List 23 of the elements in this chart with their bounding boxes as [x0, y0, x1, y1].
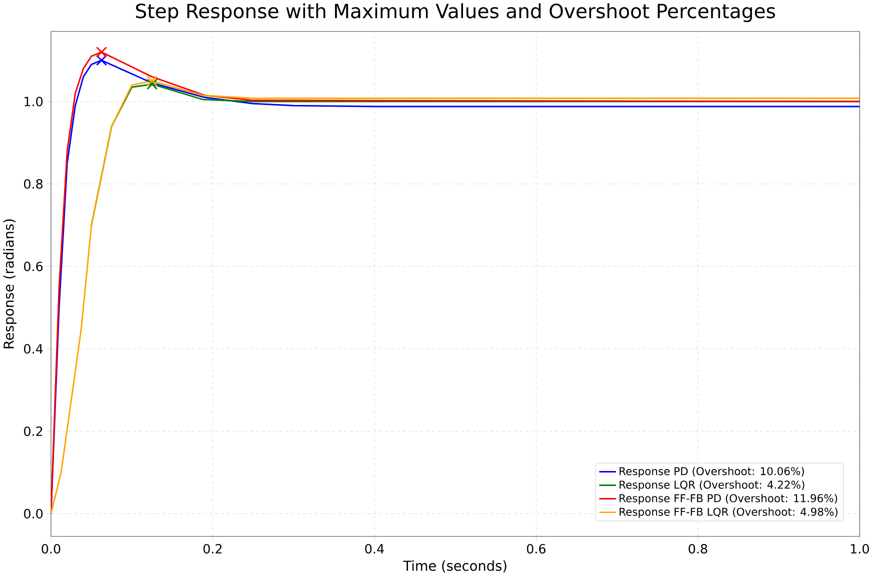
x-tick-label: 0.2 [203, 544, 222, 554]
point [96, 54, 108, 66]
point [96, 46, 108, 58]
x-tick-label: 0.6 [526, 544, 546, 554]
point [146, 78, 158, 90]
legend-label: Response LQR (Overshoot: 4.22%) [620, 480, 804, 491]
legend-label: Response FF-FB LQR (Overshoot: 4.98%) [620, 508, 838, 518]
y-tick-label: 0.6 [24, 262, 43, 272]
y-tick-label: 1.0 [24, 96, 43, 106]
legend-label: Response PD (Overshoot: 10.06%) [620, 467, 804, 478]
y-tick-label: 0.8 [24, 179, 43, 189]
y-tick-label: 0.2 [24, 426, 42, 436]
y-tick-label: 0.4 [24, 344, 43, 354]
x-axis-title: Time (seconds) [403, 560, 506, 573]
x-tick-label: 0.0 [42, 544, 60, 554]
legend-label: Response FF-FB PD (Overshoot: 11.96%) [620, 494, 838, 504]
chart-title: Step Response with Maximum Values and Overshoot Percentages [136, 3, 775, 22]
y-axis-title: Response (radians) [3, 220, 16, 348]
x-tick-label: 0.4 [365, 544, 384, 554]
x-tick-label: 0.8 [688, 544, 708, 554]
y-tick-label: 0.0 [24, 509, 43, 519]
point [146, 75, 158, 87]
x-tick-label: 1.0 [850, 544, 869, 554]
